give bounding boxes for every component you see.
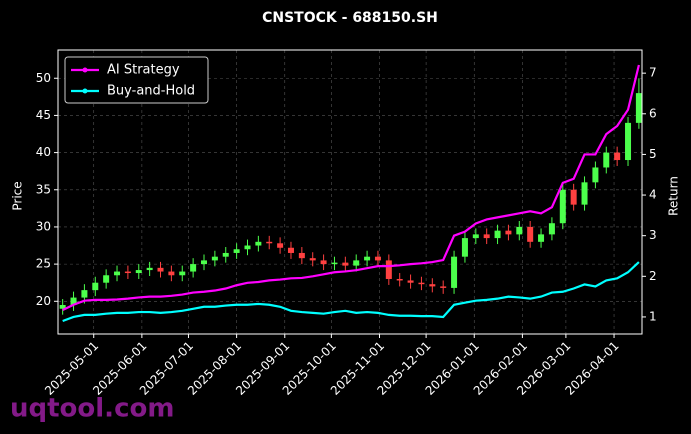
candle-body bbox=[581, 182, 588, 205]
candle-body bbox=[309, 258, 316, 261]
y2-tick-label: 4 bbox=[649, 188, 657, 202]
y-tick-label: 30 bbox=[36, 219, 51, 233]
y2-tick-label: 3 bbox=[649, 228, 657, 242]
candle-body bbox=[157, 267, 164, 272]
watermark: uqtool.com bbox=[10, 394, 174, 424]
candle-body bbox=[244, 245, 251, 250]
y2-tick-label: 2 bbox=[649, 269, 657, 283]
y-tick-label: 25 bbox=[36, 257, 51, 271]
candle-body bbox=[472, 234, 479, 239]
candle-body bbox=[168, 271, 175, 276]
candle-body bbox=[190, 264, 197, 272]
candle-body bbox=[266, 241, 273, 244]
candle-body bbox=[592, 167, 599, 183]
y-tick-label: 50 bbox=[36, 71, 51, 85]
candle-body bbox=[483, 234, 490, 239]
candle-body bbox=[114, 271, 121, 276]
y-axis-label: Price bbox=[11, 181, 25, 210]
candle-body bbox=[255, 241, 262, 246]
candle-body bbox=[124, 271, 131, 274]
legend-label: Buy-and-Hold bbox=[107, 84, 195, 99]
candle-body bbox=[331, 262, 338, 265]
candle-body bbox=[146, 267, 153, 271]
y-tick-label: 20 bbox=[36, 294, 51, 308]
legend-marker bbox=[82, 67, 88, 73]
candle-body bbox=[505, 230, 512, 235]
candle-body bbox=[59, 305, 66, 309]
candle-body bbox=[516, 226, 523, 235]
candle-body bbox=[494, 230, 501, 239]
chart-title: CNSTOCK - 688150.SH bbox=[262, 10, 438, 26]
candle-body bbox=[201, 260, 207, 265]
candle-body bbox=[298, 252, 305, 259]
candle-body bbox=[625, 122, 632, 161]
candle-body bbox=[559, 189, 566, 224]
legend-marker bbox=[82, 88, 88, 94]
candle-body bbox=[451, 256, 458, 288]
legend-box bbox=[64, 56, 209, 104]
candle-body bbox=[429, 284, 436, 287]
candle-body bbox=[407, 280, 414, 283]
candle-body bbox=[461, 238, 468, 257]
candle-body bbox=[287, 247, 294, 253]
candle-body bbox=[614, 152, 621, 161]
y2-tick-label: 1 bbox=[649, 309, 657, 323]
y-tick-label: 40 bbox=[36, 145, 51, 159]
y2-tick-label: 5 bbox=[649, 147, 657, 161]
candle-body bbox=[364, 256, 371, 261]
candle-body bbox=[548, 223, 555, 235]
candle-body bbox=[233, 249, 240, 253]
candle-body bbox=[527, 226, 534, 242]
y2-tick-label: 6 bbox=[649, 106, 657, 120]
candle-body bbox=[179, 271, 186, 276]
candle-body bbox=[70, 297, 77, 306]
candle-body bbox=[92, 282, 99, 291]
candle-body bbox=[320, 260, 327, 265]
candle-body bbox=[222, 252, 229, 257]
candle-body bbox=[353, 260, 360, 266]
y-tick-label: 45 bbox=[36, 108, 51, 122]
series-line bbox=[62, 64, 640, 312]
candle-body bbox=[342, 262, 349, 266]
candle-body bbox=[538, 234, 545, 242]
candle-body bbox=[440, 286, 447, 288]
candle-body bbox=[603, 152, 610, 168]
y-tick-label: 35 bbox=[36, 182, 51, 196]
y2-axis-label: Return bbox=[667, 176, 681, 216]
candle-body bbox=[211, 256, 218, 261]
candle-body bbox=[277, 243, 284, 248]
candle-body bbox=[635, 93, 642, 123]
candle-body bbox=[374, 256, 381, 261]
legend-label: AI Strategy bbox=[107, 63, 180, 78]
candle-body bbox=[81, 290, 88, 298]
candle-body bbox=[135, 270, 142, 274]
candle-body bbox=[570, 189, 577, 205]
series-line bbox=[62, 261, 640, 323]
candle-body bbox=[396, 278, 403, 281]
candle-body bbox=[103, 275, 110, 283]
y2-tick-label: 7 bbox=[649, 66, 657, 80]
plot-frame bbox=[57, 49, 643, 335]
candle-body bbox=[418, 282, 425, 285]
candle-body bbox=[385, 260, 392, 279]
